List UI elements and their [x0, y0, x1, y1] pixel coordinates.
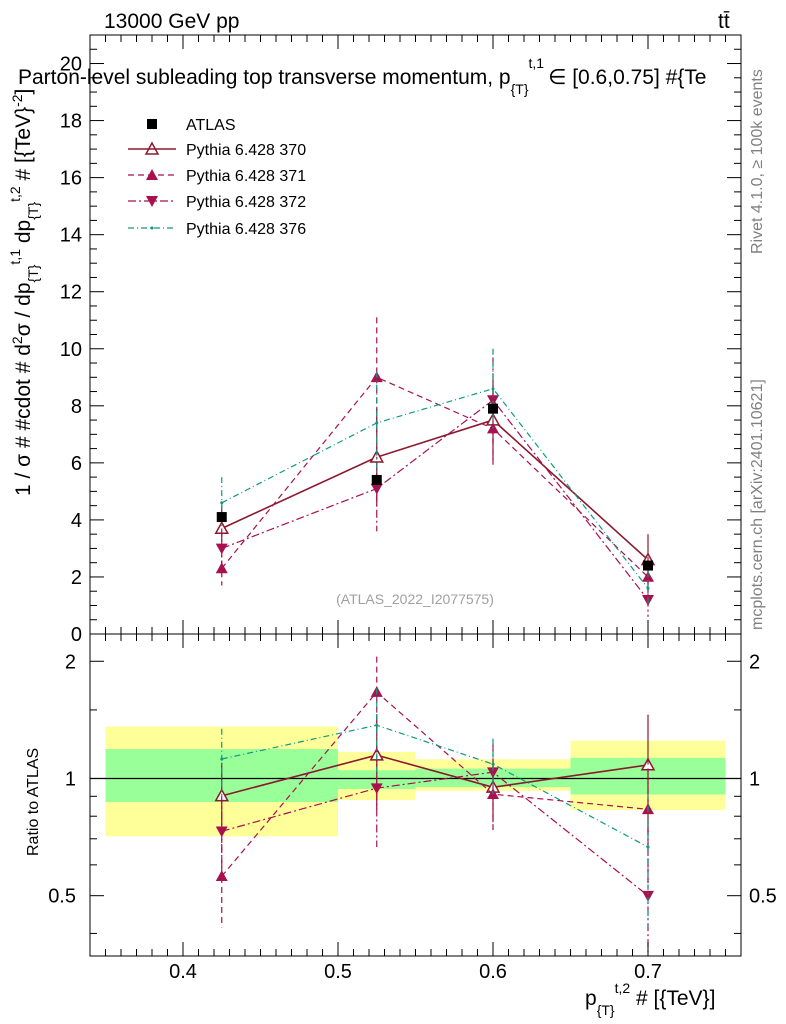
data-point-p376 — [220, 501, 224, 505]
data-point-atlas — [643, 560, 653, 571]
legend-entry-p370: Pythia 6.428 370 — [128, 141, 306, 159]
ratio-plot-series — [90, 656, 741, 956]
data-point-atlas — [371, 474, 382, 485]
main-y-tick-label: 6 — [71, 453, 82, 475]
main-y-tick-label: 16 — [60, 168, 82, 190]
series-line-p376 — [221, 388, 649, 589]
main-y-tick-label: 14 — [60, 225, 82, 247]
x-tick-label: 0.7 — [634, 961, 662, 983]
series-line-p371 — [221, 691, 649, 877]
main-y-tick-label: 0 — [71, 624, 82, 646]
plot-title-sub: {T} — [511, 81, 529, 97]
legend-label-p371: Pythia 6.428 371 — [186, 168, 306, 185]
rivet-label: Rivet 4.1.0, ≥ 100k events — [749, 69, 766, 254]
legend-label-p372: Pythia 6.428 372 — [186, 194, 306, 211]
legend-marker-p371 — [146, 169, 158, 180]
legend-entry-p371: Pythia 6.428 371 — [128, 168, 306, 185]
main-y-tick-label: 18 — [60, 111, 82, 133]
ratio-y-tick-label-left: 0.5 — [48, 886, 76, 908]
series-line-p370 — [221, 419, 649, 561]
x-tick-label: 0.4 — [169, 961, 197, 983]
series-line-p372 — [221, 771, 649, 897]
main-y-tick-label: 10 — [60, 339, 82, 361]
data-point-p372 — [215, 826, 228, 838]
ratio-uncertainty-bands — [105, 726, 726, 837]
data-point-p376 — [646, 845, 650, 849]
ratio-y-tick-label-right: 0.5 — [749, 886, 777, 908]
data-point-p372 — [642, 890, 654, 902]
legend-label-p376: Pythia 6.428 376 — [186, 221, 306, 238]
series-line-p376 — [221, 724, 649, 848]
ratio-y-tick-label-left: 2 — [65, 651, 76, 673]
x-axis-label: p{T}t,2 # [{TeV}] — [585, 980, 715, 1018]
plot-title-main: Parton-level subleading top transverse m… — [18, 66, 511, 89]
legend-label-p370: Pythia 6.428 370 — [186, 142, 306, 159]
data-point-p372 — [487, 767, 499, 779]
data-point-p372 — [370, 783, 383, 795]
main-y-tick-label: 4 — [71, 510, 82, 532]
ratio-y-tick-label-left: 1 — [65, 768, 76, 790]
main-y-tick-label: 12 — [60, 282, 82, 304]
x-tick-label: 0.5 — [324, 961, 352, 983]
data-point-p372 — [370, 483, 383, 495]
legend-marker-atlas — [147, 119, 157, 129]
series-line-p371 — [221, 376, 649, 578]
data-point-p376 — [491, 387, 495, 391]
series-line-p372 — [221, 399, 649, 601]
plot-title-sup: t,1 — [529, 55, 545, 71]
main-plot-series — [214, 317, 656, 617]
energy-label: 13000 GeV pp — [104, 10, 239, 33]
legend-entry-p372: Pythia 6.428 372 — [128, 194, 306, 211]
main-y-tick-label: 20 — [60, 54, 82, 76]
legend-marker-p372 — [146, 196, 158, 207]
data-point-p372 — [215, 543, 228, 555]
data-point-atlas — [216, 512, 227, 523]
main-y-tick-label: 8 — [71, 396, 82, 418]
data-point-p371 — [215, 870, 228, 882]
data-point-p376 — [220, 757, 224, 761]
legend-entry-p376: Pythia 6.428 376 — [128, 221, 306, 238]
ratio-y-tick-label-right: 2 — [749, 651, 760, 673]
x-tick-label: 0.6 — [479, 961, 507, 983]
plot-title: Parton-level subleading top transverse m… — [18, 55, 706, 97]
ratio-y-axis-label: Ratio to ATLAS — [25, 748, 42, 856]
data-point-p376 — [646, 586, 650, 590]
series-line-p370 — [221, 754, 649, 797]
data-point-p376 — [375, 723, 379, 727]
ratio-y-tick-label-right: 1 — [749, 768, 760, 790]
process-label: tt̄ — [718, 10, 730, 33]
data-point-p372 — [487, 395, 499, 407]
main-y-axis-label: 1 / σ # #cdot # d2σ / dp{T}t,1 dp{T}t,2 … — [7, 89, 41, 496]
analysis-watermark: (ATLAS_2022_I2077575) — [336, 591, 494, 607]
mcplots-label: mcplots.cern.ch [arXiv:2401.10621] — [749, 379, 766, 630]
legend: ATLAS Pythia 6.428 370 Pythia 6.428 371 … — [128, 117, 306, 238]
data-point-p376 — [491, 762, 495, 766]
plot-title-tail: ∈ [0.6,0.75] #{Te — [548, 66, 706, 89]
main-y-tick-label: 2 — [71, 567, 82, 589]
legend-entry-atlas: ATLAS — [147, 117, 236, 134]
data-point-atlas — [488, 403, 498, 414]
legend-label-atlas: ATLAS — [186, 117, 236, 134]
legend-marker-p376 — [150, 226, 154, 230]
data-point-p376 — [375, 421, 379, 425]
legend-marker-p370 — [144, 141, 160, 155]
